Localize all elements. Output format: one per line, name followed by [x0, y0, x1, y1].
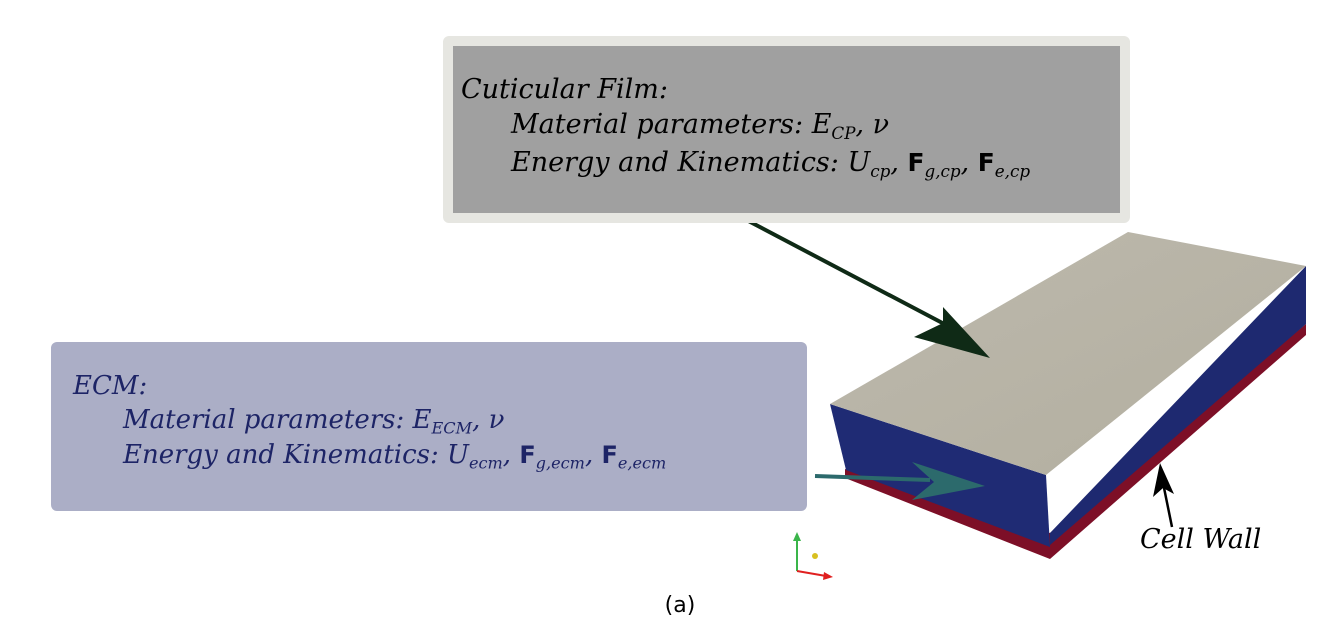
cp-arrow-head	[914, 307, 990, 358]
ecm-title-row: ECM:	[73, 371, 148, 401]
cuticular-film-energy-label: Energy and Kinematics	[511, 146, 830, 178]
cuticular-film-energy-symbols: Ucp, Fg,cp, Fe,cp	[847, 146, 1031, 181]
ecm-energy-row: Energy and Kinematics: Uecm, Fg,ecm, Fe,…	[123, 440, 667, 474]
cuticular-film-title: Cuticular Film	[461, 74, 659, 105]
ecm-arrow-shaft	[814, 474, 931, 482]
cuticular-film-top-face	[830, 232, 1306, 475]
cuticular-film-box: Cuticular Film: Material parameters: ECP…	[443, 36, 1130, 223]
ecm-energy-label: Energy and Kinematics	[123, 440, 430, 471]
cuticular-film-material-row: Material parameters: ECP, ν	[511, 109, 890, 143]
ecm-box: ECM: Material parameters: EECM, ν Energy…	[51, 342, 807, 511]
cuticular-film-energy-row: Energy and Kinematics: Ucp, Fg,cp, Fe,cp	[511, 146, 1031, 181]
cell-wall-arrow-head	[1153, 463, 1174, 497]
ecm-energy-symbols: Uecm, Fg,ecm, Fe,ecm	[447, 440, 667, 474]
figure-caption: (a)	[665, 593, 696, 618]
cuticular-film-material-symbol: ECP, ν	[811, 109, 890, 143]
ecm-material-label: Material parameters	[123, 404, 396, 435]
cp-arrow-shaft	[736, 213, 951, 329]
ecm-title: ECM	[73, 371, 139, 401]
cuticular-film-material-label: Material parameters	[511, 109, 794, 141]
axes-orientation-icon	[793, 532, 833, 580]
ecm-material-row: Material parameters: EECM, ν	[123, 404, 505, 438]
ecm-material-symbol: EECM, ν	[412, 404, 505, 438]
cell-wall-label: Cell Wall	[1140, 524, 1261, 555]
ecm-arrow-head	[912, 462, 985, 500]
cuticular-film-title-row: Cuticular Film:	[461, 74, 668, 105]
ecm-layer-right-face	[1050, 266, 1306, 545]
